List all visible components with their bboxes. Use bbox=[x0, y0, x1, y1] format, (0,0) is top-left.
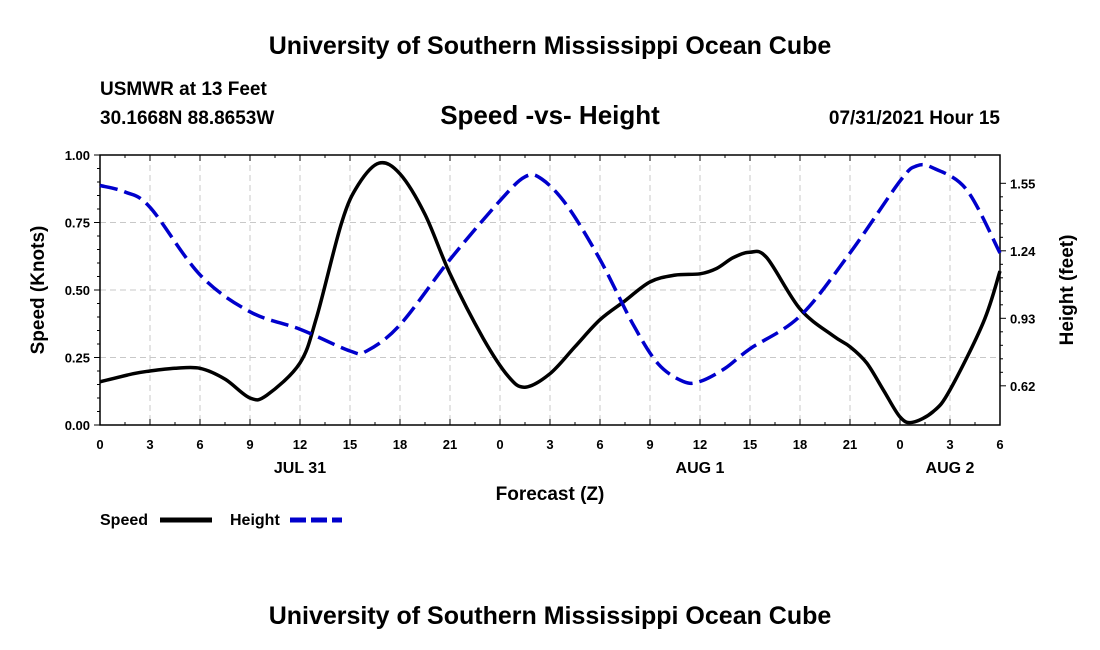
x-tick-label: 0 bbox=[896, 437, 903, 452]
date-label: AUG 2 bbox=[926, 460, 975, 477]
y-tick-label: 0.75 bbox=[65, 216, 90, 231]
legend-speed-label: Speed bbox=[100, 512, 148, 529]
x-tick-label: 18 bbox=[793, 437, 807, 452]
x-tick-label: 18 bbox=[393, 437, 407, 452]
series-group bbox=[99, 160, 1002, 425]
axes: 0 3 6 9 12 15 18 21 0 3 6 9 12 15 18 21 0 3 6 0.00 0.25 0.50 0… bbox=[65, 148, 1036, 477]
x-tick-label: 15 bbox=[743, 437, 757, 452]
x-tick-label: 9 bbox=[246, 437, 253, 452]
y-tick-label: 0.25 bbox=[65, 351, 90, 366]
x-tick-label: 6 bbox=[196, 437, 203, 452]
x-tick-label: 6 bbox=[596, 437, 603, 452]
y2-tick-label: 1.24 bbox=[1010, 244, 1036, 259]
speed-series-line bbox=[99, 160, 1002, 425]
date-label: AUG 1 bbox=[676, 460, 725, 477]
date-label: JUL 31 bbox=[274, 460, 326, 477]
x-axis-label: Forecast (Z) bbox=[496, 484, 605, 505]
chart-title: Speed -vs- Height bbox=[440, 100, 660, 130]
footer-title: University of Southern Mississippi Ocean… bbox=[269, 602, 832, 630]
y-tick-label: 0.50 bbox=[65, 283, 90, 298]
gridlines bbox=[100, 155, 1000, 425]
x-tick-label: 6 bbox=[996, 437, 1003, 452]
y2-axis-label: Height (feet) bbox=[1057, 235, 1078, 346]
page-title: University of Southern Mississippi Ocean… bbox=[269, 32, 832, 60]
y-axis-label: Speed (Knots) bbox=[28, 226, 49, 355]
x-tick-label: 3 bbox=[146, 437, 153, 452]
x-tick-label: 0 bbox=[496, 437, 503, 452]
x-tick-label: 3 bbox=[946, 437, 953, 452]
x-tick-label: 21 bbox=[443, 437, 457, 452]
x-tick-label: 12 bbox=[693, 437, 707, 452]
y2-tick-label: 0.62 bbox=[1010, 379, 1035, 394]
x-tick-label: 15 bbox=[343, 437, 357, 452]
station-label: USMWR at 13 Feet bbox=[100, 79, 267, 100]
x-tick-label: 9 bbox=[646, 437, 653, 452]
y-tick-label: 0.00 bbox=[65, 418, 90, 433]
x-tick-label: 21 bbox=[843, 437, 857, 452]
y2-tick-label: 1.55 bbox=[1010, 176, 1035, 191]
coordinates-label: 30.1668N 88.8653W bbox=[100, 108, 274, 129]
x-tick-label: 12 bbox=[293, 437, 307, 452]
legend: Speed Height bbox=[100, 512, 342, 529]
height-series-line bbox=[99, 162, 1002, 386]
x-tick-label: 0 bbox=[96, 437, 103, 452]
y2-tick-label: 0.93 bbox=[1010, 311, 1035, 326]
y-tick-label: 1.00 bbox=[65, 148, 90, 163]
x-tick-label: 3 bbox=[546, 437, 553, 452]
legend-height-label: Height bbox=[230, 512, 280, 529]
forecast-datetime: 07/31/2021 Hour 15 bbox=[829, 108, 1001, 129]
